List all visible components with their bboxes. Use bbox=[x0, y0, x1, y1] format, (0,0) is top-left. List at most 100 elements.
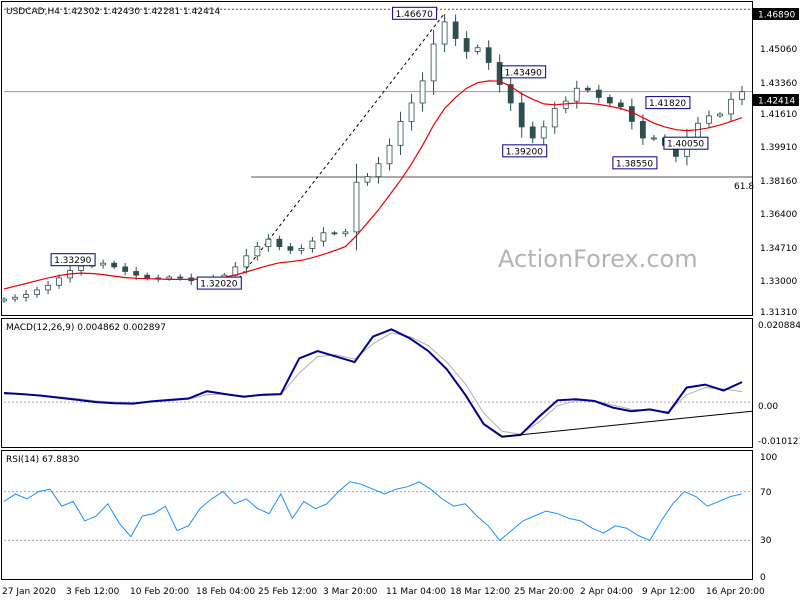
candle-body bbox=[650, 137, 657, 140]
rsi-panel-frame bbox=[1, 450, 753, 580]
price-y-axis: 1.31310 1.33000 1.34710 1.36400 1.38160 … bbox=[760, 45, 797, 318]
candle-body bbox=[628, 106, 635, 122]
candle-body bbox=[34, 289, 40, 295]
candle-body bbox=[342, 231, 349, 235]
price-tick-label: 1.31310 bbox=[760, 308, 797, 318]
macd-layer bbox=[3, 328, 753, 438]
macd-signal-line bbox=[4, 332, 743, 435]
time-tick-label: 10 Feb 20:00 bbox=[130, 587, 189, 597]
candle-body bbox=[584, 87, 591, 91]
price-panel-title: USDCAD,H4 1.42302 1.42430 1.42281 1.4241… bbox=[6, 7, 221, 17]
rsi-tick-label: 0 bbox=[760, 573, 766, 583]
candle-body bbox=[507, 84, 514, 104]
price-annotation-label: 1.43490 bbox=[505, 68, 542, 78]
high-price-tag-label: 1.46890 bbox=[758, 11, 795, 21]
candle-body bbox=[166, 276, 173, 280]
candle-body bbox=[540, 126, 547, 139]
price-tick-label: 1.41610 bbox=[760, 110, 797, 120]
candle-body bbox=[419, 80, 426, 104]
candle-body bbox=[430, 43, 437, 82]
candle-body bbox=[739, 91, 745, 100]
price-annotation-label: 1.32020 bbox=[200, 280, 237, 290]
macd-y-axis: 0.020884 0.00 -0.010121 bbox=[758, 321, 800, 447]
price-tick-label: 1.39910 bbox=[760, 143, 797, 153]
time-tick-label: 3 Mar 20:00 bbox=[323, 587, 378, 597]
candle-body bbox=[12, 296, 18, 300]
rsi-layer bbox=[3, 481, 752, 542]
time-tick-label: 11 Mar 04:00 bbox=[386, 587, 446, 597]
price-annotation-box bbox=[663, 136, 709, 150]
macd-tick-label: -0.010121 bbox=[758, 437, 800, 447]
candle-body bbox=[100, 262, 107, 266]
price-panel-frame bbox=[1, 1, 753, 316]
price-annotation-box bbox=[645, 96, 691, 110]
candle-body bbox=[551, 108, 558, 128]
candle-body bbox=[717, 113, 723, 117]
candle-body bbox=[298, 248, 305, 251]
candle-body bbox=[617, 102, 624, 108]
current-price-tag-label: 1.42414 bbox=[758, 97, 795, 107]
price-tick-label: 1.34710 bbox=[760, 244, 797, 254]
time-tick-label: 9 Apr 12:00 bbox=[642, 587, 695, 597]
macd-trendline bbox=[502, 410, 753, 438]
time-tick-label: 3 Feb 12:00 bbox=[66, 587, 120, 597]
rsi-y-axis: 100 70 30 0 bbox=[760, 453, 777, 583]
price-annotation-box bbox=[501, 65, 547, 79]
rsi-panel-title: RSI(14) 67.8830 bbox=[6, 455, 79, 465]
candle-body bbox=[45, 284, 51, 291]
candle-body bbox=[728, 98, 734, 115]
candle-body bbox=[23, 294, 29, 298]
price-layer: 1.46670 1.43490 1.41820 1.40050 1.39200 1.385… bbox=[1, 6, 752, 303]
candle-body bbox=[463, 38, 470, 52]
fib-projection-line bbox=[234, 12, 445, 284]
time-tick-label: 25 Feb 12:00 bbox=[258, 587, 317, 597]
time-tick-label: 18 Mar 12:00 bbox=[450, 587, 510, 597]
candle-body bbox=[485, 47, 492, 63]
candle-body bbox=[595, 89, 602, 98]
price-tick-label: 1.43360 bbox=[760, 79, 797, 89]
candle-body bbox=[695, 122, 701, 139]
macd-tick-label: 0.00 bbox=[758, 402, 778, 412]
candle-body bbox=[639, 120, 646, 139]
price-annotation-box bbox=[612, 156, 658, 170]
price-annotation-label: 1.46670 bbox=[396, 10, 433, 20]
rsi-tick-label: 100 bbox=[760, 453, 777, 463]
candle-body bbox=[276, 238, 283, 248]
current-price-tag bbox=[753, 94, 799, 106]
candle-body bbox=[353, 181, 360, 233]
price-annotation-label: 1.38550 bbox=[616, 159, 653, 169]
candle-body bbox=[320, 232, 327, 242]
candle-body bbox=[474, 47, 481, 52]
candle-body bbox=[133, 271, 140, 276]
candle-body bbox=[518, 102, 525, 128]
candle-body bbox=[243, 255, 250, 268]
watermark: ActionForex.com bbox=[498, 245, 698, 273]
macd-main-line bbox=[3, 328, 743, 438]
candle-body bbox=[254, 246, 261, 257]
candle-body bbox=[562, 100, 569, 109]
time-tick-label: 18 Feb 04:00 bbox=[196, 587, 255, 597]
candle-body bbox=[441, 21, 448, 45]
candle-body bbox=[309, 240, 316, 249]
price-tick-label: 1.36400 bbox=[760, 210, 797, 220]
candle-body bbox=[375, 163, 382, 178]
candle-body bbox=[364, 176, 371, 183]
price-annotation-label: 1.33290 bbox=[54, 256, 91, 266]
candle-body bbox=[529, 126, 536, 139]
time-tick-label: 2 Apr 04:00 bbox=[580, 587, 633, 597]
candle-body bbox=[1, 298, 7, 302]
rsi-tick-label: 70 bbox=[760, 488, 772, 498]
candle-body bbox=[573, 87, 580, 102]
time-axis: 27 Jan 2020 3 Feb 12:00 10 Feb 20:00 18 … bbox=[2, 587, 765, 597]
price-annotation-box bbox=[392, 6, 438, 20]
macd-panel-title: MACD(12,26,9) 0.004862 0.002897 bbox=[6, 323, 166, 333]
time-tick-label: 16 Apr 20:00 bbox=[706, 587, 765, 597]
macd-tick-label: 0.020884 bbox=[758, 321, 800, 331]
rsi-line bbox=[3, 481, 743, 542]
price-tick-label: 1.38160 bbox=[760, 177, 797, 187]
price-annotation-box bbox=[196, 276, 242, 290]
candle-body bbox=[331, 232, 338, 235]
rsi-tick-label: 30 bbox=[760, 536, 772, 546]
